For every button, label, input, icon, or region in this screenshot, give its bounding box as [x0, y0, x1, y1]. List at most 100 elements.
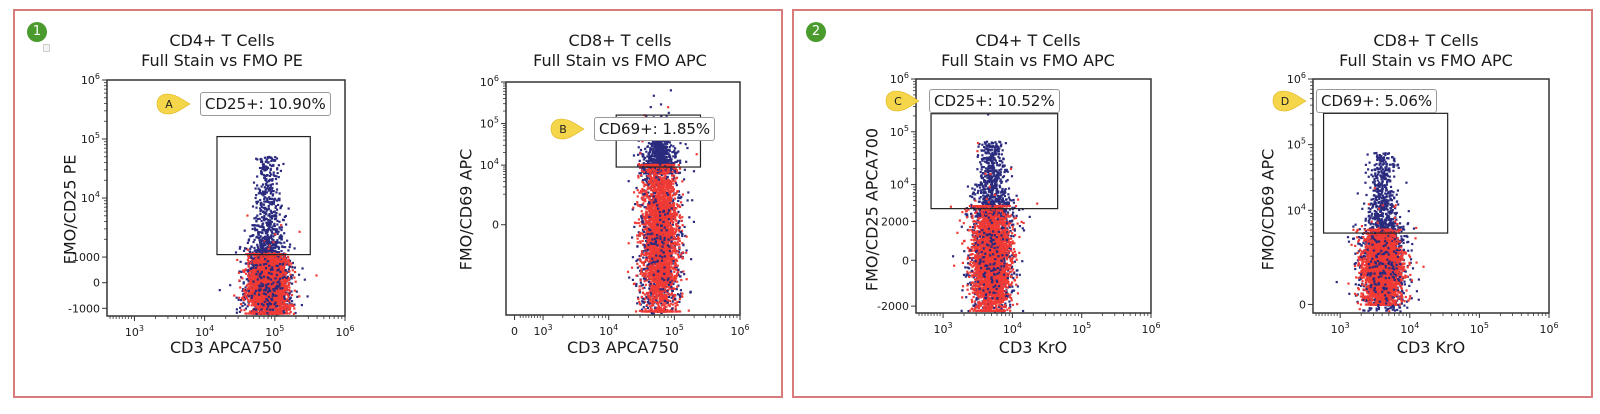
- fmo-point: [247, 288, 250, 291]
- full-stain-point: [244, 298, 247, 301]
- full-stain-point: [265, 159, 268, 162]
- full-stain-point: [283, 232, 286, 235]
- fmo-point: [258, 305, 261, 308]
- full-stain-point: [643, 286, 646, 289]
- fmo-point: [284, 273, 287, 276]
- full-stain-point: [265, 235, 268, 238]
- fmo-point: [273, 312, 276, 315]
- fmo-point: [262, 271, 265, 274]
- fmo-point: [285, 288, 288, 291]
- full-stain-point: [258, 285, 261, 288]
- fmo-point: [275, 261, 278, 264]
- fmo-point: [269, 284, 272, 287]
- fmo-point: [287, 262, 290, 265]
- full-stain-point: [272, 235, 275, 238]
- full-stain-point: [259, 246, 262, 249]
- fmo-point: [263, 268, 266, 271]
- fmo-point: [282, 254, 285, 257]
- fmo-point: [315, 274, 318, 277]
- fmo-point: [254, 261, 257, 265]
- fmo-point: [264, 254, 267, 257]
- full-stain-point: [268, 301, 271, 304]
- fmo-point: [247, 298, 250, 302]
- full-stain-point: [243, 303, 247, 306]
- fmo-point: [242, 298, 245, 302]
- full-stain-point: [272, 238, 275, 242]
- full-stain-point: [269, 229, 272, 232]
- full-stain-point: [273, 307, 276, 310]
- full-stain-point: [633, 225, 636, 229]
- full-stain-point: [677, 284, 680, 287]
- full-stain-point: [259, 202, 262, 205]
- fmo-point: [280, 295, 284, 298]
- full-stain-point: [646, 306, 650, 310]
- fmo-point: [260, 258, 263, 261]
- fmo-point: [266, 284, 269, 288]
- full-stain-point: [266, 229, 269, 232]
- fmo-point: [251, 311, 255, 314]
- full-stain-point: [276, 168, 279, 171]
- fmo-point: [293, 307, 296, 310]
- fmo-point: [262, 258, 265, 262]
- full-stain-point: [684, 234, 687, 238]
- full-stain-point: [275, 208, 279, 211]
- full-stain-point: [278, 284, 281, 288]
- fmo-point: [263, 297, 266, 300]
- full-stain-point: [235, 296, 238, 299]
- fmo-point: [283, 284, 286, 288]
- scatter-points: [218, 155, 318, 316]
- fmo-point: [277, 312, 280, 315]
- x-tick-label: 106: [335, 324, 354, 339]
- full-stain-point: [286, 299, 289, 303]
- full-stain-point: [266, 312, 269, 315]
- full-stain-point: [275, 305, 278, 308]
- fmo-point: [280, 304, 283, 307]
- full-stain-point: [276, 232, 279, 235]
- full-stain-point: [265, 221, 268, 224]
- full-stain-point: [257, 302, 260, 306]
- full-stain-point: [677, 210, 680, 214]
- full-stain-point: [274, 205, 277, 208]
- full-stain-point: [281, 301, 284, 304]
- fmo-point: [273, 262, 277, 265]
- full-stain-point: [261, 231, 264, 235]
- full-stain-point: [251, 257, 255, 260]
- fmo-point: [267, 254, 270, 257]
- full-stain-point: [280, 228, 283, 232]
- full-stain-point: [269, 209, 272, 212]
- full-stain-point: [267, 218, 270, 222]
- fmo-point: [275, 306, 278, 309]
- full-stain-point: [674, 309, 677, 312]
- fmo-point: [288, 270, 291, 273]
- full-stain-point: [254, 289, 258, 292]
- gate-percentage-label[interactable]: CD25+: 10.90%: [200, 92, 331, 116]
- fmo-point: [264, 285, 267, 288]
- plot-title-line-1: CD4+ T Cells: [169, 31, 275, 50]
- y-tick-label: 0: [93, 277, 100, 290]
- full-stain-point: [272, 287, 275, 291]
- gate-tag-marker[interactable]: A: [156, 93, 192, 115]
- full-stain-point: [258, 293, 261, 296]
- full-stain-point: [274, 217, 278, 220]
- full-stain-point: [270, 230, 273, 233]
- full-stain-point: [249, 247, 252, 250]
- full-stain-point: [259, 251, 262, 254]
- full-stain-point: [277, 255, 281, 258]
- full-stain-point: [674, 181, 678, 185]
- fmo-point: [258, 307, 261, 311]
- fmo-point: [252, 271, 255, 275]
- full-stain-point: [641, 300, 644, 303]
- fmo-point: [262, 252, 266, 255]
- fmo-point: [262, 301, 265, 304]
- full-stain-point: [264, 240, 267, 243]
- full-stain-point: [256, 214, 259, 217]
- full-stain-point: [262, 165, 265, 168]
- full-stain-point: [677, 222, 680, 225]
- fmo-point: [287, 255, 290, 259]
- panel-number-badge: 1: [27, 22, 47, 42]
- full-stain-point: [257, 256, 260, 259]
- fmo-point: [259, 306, 262, 309]
- fmo-point: [257, 280, 260, 284]
- fmo-point: [242, 289, 245, 293]
- fmo-point: [264, 255, 267, 259]
